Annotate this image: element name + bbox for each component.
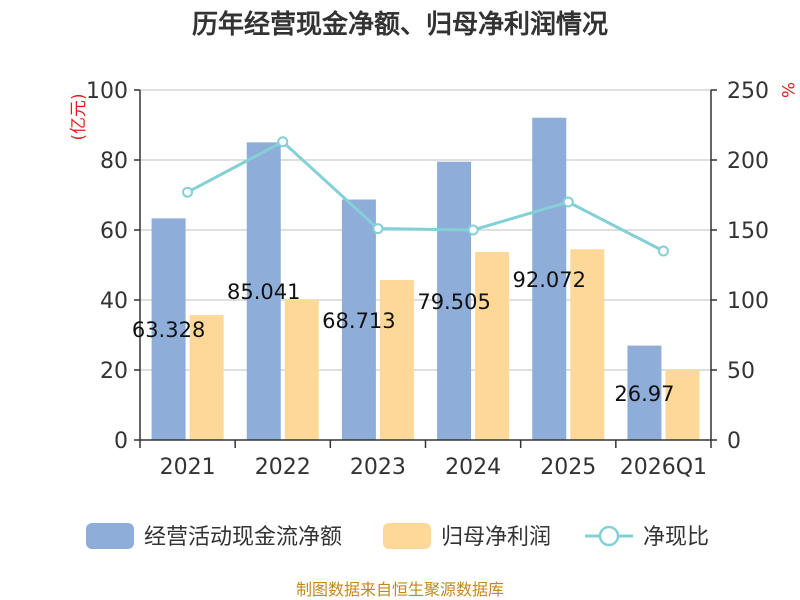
right-axis-tick-label: 50 [727,359,755,384]
legend-label-ratio: 净现比 [643,525,709,550]
ratio-point [467,224,479,236]
legend-label-net-profit: 归母净利润 [441,525,551,550]
data-label-operating-cashflow: 26.97 [614,382,674,406]
legend: 经营活动现金流净额 归母净利润 净现比 [86,523,709,550]
x-axis-tick-label: 2023 [350,455,406,480]
ratio-point [657,245,669,257]
bar-net-profit [570,249,605,440]
ratio-point [277,136,289,148]
bar-net-profit [379,280,414,440]
right-axis-tick-label: 100 [727,289,769,314]
bar-operating-cashflow [151,218,186,440]
left-axis-tick-label: 80 [100,149,128,174]
bar-operating-cashflow [341,199,376,440]
left-axis-unit: (亿元) [69,93,89,140]
x-axis-tick-label: 2024 [445,455,501,480]
bar-net-profit [665,370,700,440]
axes: 0 20 40 60 80 100 0 50 100 150 200 250 2021 2022 2023 2… [86,79,769,480]
ratio-line [182,136,669,257]
data-label-operating-cashflow: 79.505 [417,290,490,314]
legend-marker-ratio [598,525,620,547]
source-note: 制图数据来自恒生聚源数据库 [296,580,504,599]
legend-label-operating-cashflow: 经营活动现金流净额 [144,525,342,550]
right-axis-tick-label: 250 [727,79,769,104]
legend-swatch-net-profit [383,523,431,549]
bar-operating-cashflow [246,142,281,440]
right-axis-tick-label: 150 [727,219,769,244]
x-axis-tick-label: 2022 [255,455,311,480]
right-axis-tick-label: 0 [727,429,741,454]
chart-title: 历年经营现金净额、归母净利润情况 [192,9,608,40]
bar-net-profit [284,300,319,440]
bar-net-profit [189,315,224,440]
ratio-point [372,223,384,235]
data-label-operating-cashflow: 92.072 [513,268,586,292]
x-axis-tick-label: 2025 [540,455,596,480]
bar-operating-cashflow [437,161,472,441]
bars [151,117,700,441]
bar-operating-cashflow [532,117,567,441]
legend-swatch-operating-cashflow [86,523,134,549]
data-labels: 63.328 85.041 68.713 79.505 92.072 26.97 [132,268,675,406]
bar-operating-cashflow [627,345,662,440]
left-axis-tick-label: 40 [100,289,128,314]
data-label-operating-cashflow: 63.328 [132,318,205,342]
ratio-point [182,186,194,198]
left-axis-tick-label: 60 [100,219,128,244]
left-axis-tick-label: 100 [86,79,128,104]
x-axis-tick-label: 2026Q1 [620,455,707,480]
right-axis-tick-label: 200 [727,149,769,174]
left-axis-tick-label: 20 [100,359,128,384]
data-label-operating-cashflow: 85.041 [227,280,300,304]
right-axis-unit: % [777,82,797,98]
x-axis-tick-label: 2021 [160,455,216,480]
left-axis-tick-label: 0 [114,429,128,454]
bar-net-profit [475,252,510,440]
ratio-point [562,196,574,208]
data-label-operating-cashflow: 68.713 [322,309,395,333]
ratio-line-path [186,139,665,253]
